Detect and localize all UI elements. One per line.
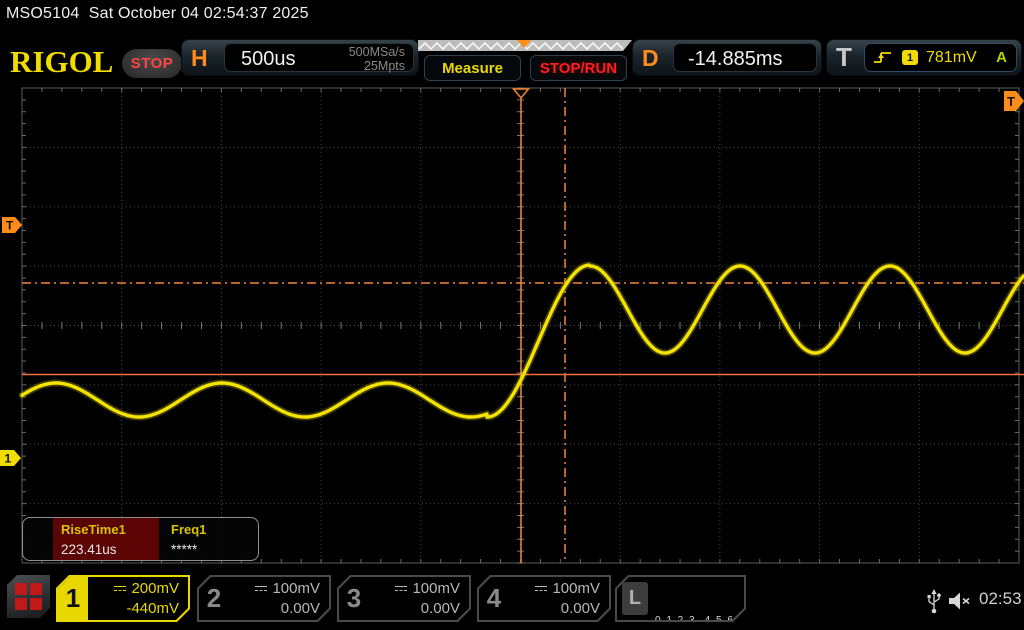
delay-value: -14.885ms [688,48,783,70]
channel-offset: 0.00V [420,600,460,617]
run-state-badge: STOP [122,49,182,78]
channel-offset: 0.00V [280,600,320,617]
title-bar: MSO5104 Sat October 04 02:54:37 2025 [0,0,1024,30]
trigger-position-triangle[interactable] [511,88,531,100]
measurement-value: ***** [171,542,198,557]
measure-button[interactable]: Measure [424,55,521,81]
sample-rate: 500MSa/s [348,45,405,59]
t-label: T [836,42,852,72]
horizontal-position-bar[interactable] [418,40,632,51]
ch1-zero-marker-label: 1 [5,452,12,466]
memory-depth: 25Mpts [364,59,405,73]
timebase-value: 500us [241,48,296,70]
acquisition-rates: 500MSa/s 25Mpts [349,45,405,73]
measurement-label: RiseTime1 [61,522,126,537]
measurement-freq[interactable]: Freq1 ***** [159,518,214,560]
menu-grid-icon [15,583,27,595]
dc-coupling-icon [535,585,547,593]
channel-2-tab[interactable]: 2 100mV 0.00V [197,575,331,622]
channel-number: 2 [206,583,222,613]
stop-run-button[interactable]: STOP/RUN [530,55,627,81]
logic-label: L [622,582,648,615]
channel-4-tab[interactable]: 4 100mV 0.00V [477,575,611,622]
menu-button[interactable] [7,575,50,618]
trigger-level-marker[interactable] [2,217,22,233]
ch1-trace [20,263,1024,419]
measurement-panel: RiseTime1 223.41us Freq1 ***** [22,517,259,561]
trigger-sweep-mode: A [996,49,1007,66]
trigger-level-value: 781mV [926,48,977,66]
trigger-level-marker-label: T [6,219,14,233]
channel-number: 1 [58,577,88,620]
measurement-value: 223.41us [61,542,117,557]
menu-grid-icon [30,583,42,595]
horizontal-values: 500us 500MSa/s 25Mpts [224,43,414,73]
channel-number: 3 [346,583,362,613]
rising-edge-trigger-icon [874,52,891,63]
logic-channels-tab[interactable]: L 0 1 2 3 4 5 6 7 8 9 1011 12131415 [615,575,746,622]
trigger-position-flag-label: T [1007,94,1015,109]
channel-offset: 0.00V [560,600,600,617]
trigger-source-badge: 1 [902,50,918,65]
channel-3-tab[interactable]: 3 100mV 0.00V [337,575,471,622]
channel-offset: -440mV [126,600,179,617]
menu-grid-icon [30,598,42,610]
clock: 02:53 [979,589,1022,608]
trigger-settings-box[interactable]: T 1 781mV A [826,39,1022,76]
channel-scale: 100mV [552,580,600,597]
menu-grid-icon [15,598,27,610]
measurement-label: Freq1 [171,522,207,537]
channel-1-tab[interactable]: 1 200mV -440mV [56,575,190,622]
d-label: D [642,45,659,71]
dc-coupling-icon [395,585,407,593]
horizontal-settings-box[interactable]: H 500us 500MSa/s 25Mpts [181,39,419,76]
channel-scale: 100mV [272,580,320,597]
trigger-values: 1 781mV A [864,43,1017,72]
rigol-logo: RIGOL [10,44,114,79]
delay-settings-box[interactable]: D -14.885ms [632,39,822,76]
usb-icon [927,589,941,614]
trigger-position-flag[interactable] [1004,91,1024,111]
speaker-muted-icon [949,592,970,610]
measurement-risetime[interactable]: RiseTime1 223.41us [53,518,159,560]
dc-coupling-icon [114,585,126,593]
ch1-zero-marker[interactable] [0,450,21,466]
ch1-trace-glow [18,261,1024,421]
measurement-panel-spacer [23,518,53,560]
trigger-position-indicator[interactable] [517,40,531,48]
delay-values: -14.885ms [673,43,817,72]
channel-scale: 200mV [131,580,179,597]
dc-coupling-icon [255,585,267,593]
channel-number: 4 [486,583,502,613]
channel-scale: 100mV [412,580,460,597]
model-and-datetime: MSO5104 Sat October 04 02:54:37 2025 [6,5,309,22]
h-label: H [191,45,208,71]
